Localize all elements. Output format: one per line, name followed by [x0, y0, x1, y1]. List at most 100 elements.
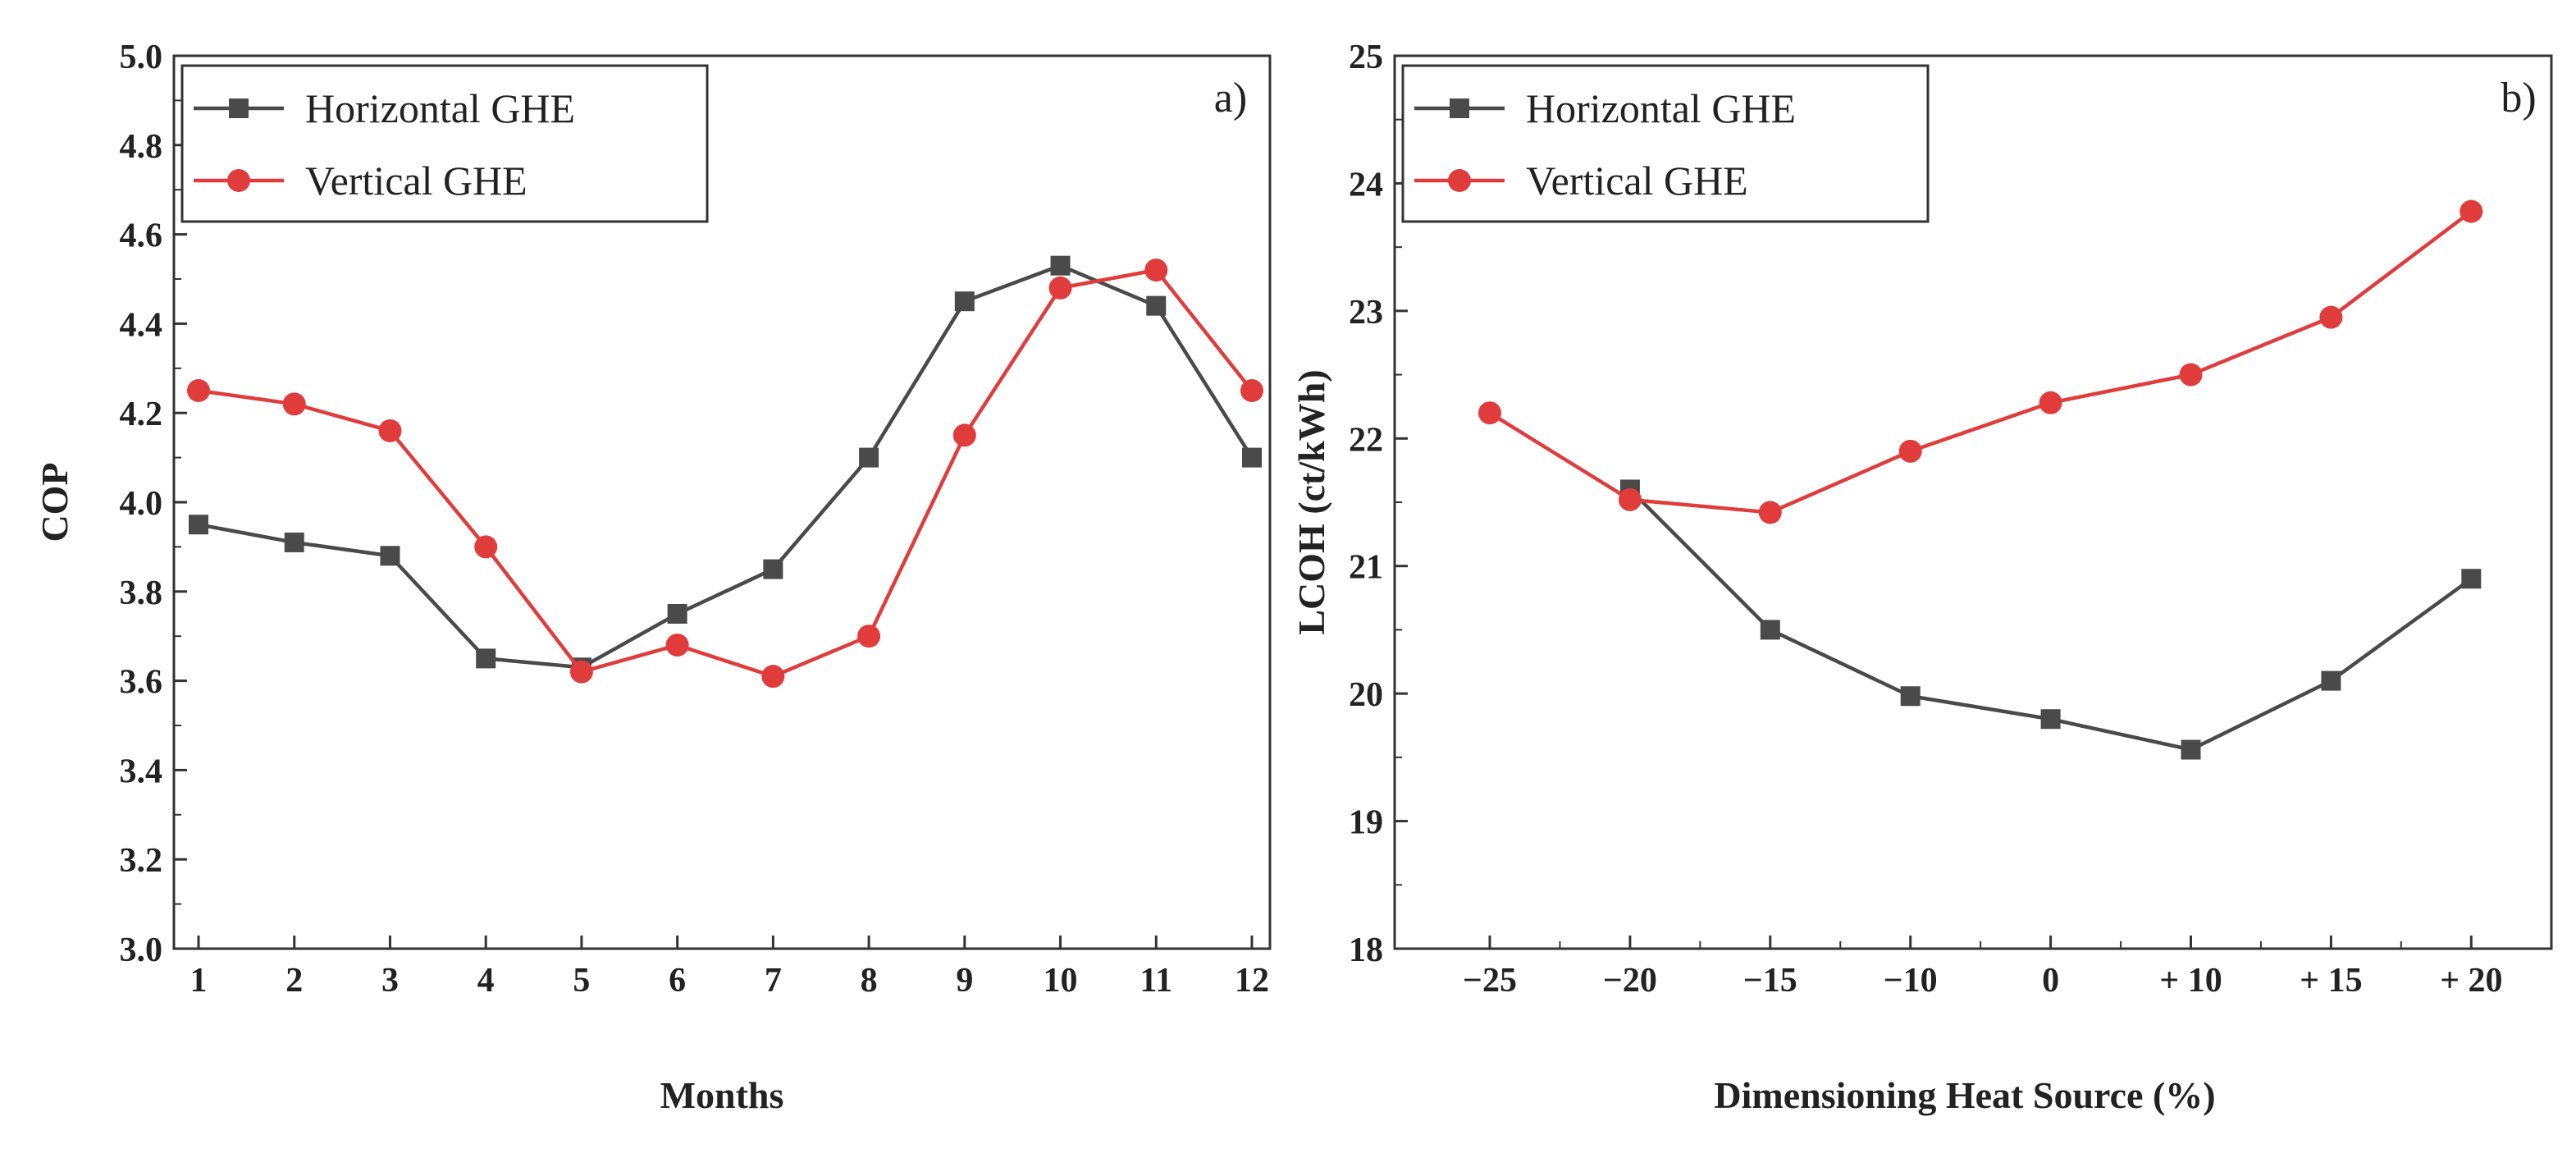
data-point-vertical	[952, 423, 976, 447]
data-point-vertical	[569, 660, 593, 684]
series-line-vertical	[1488, 209, 2473, 515]
panel-a: 3.03.23.43.63.84.04.24.44.64.85.01 2 3 4 5 6 7…	[34, 39, 1272, 1116]
x-tick-label: −20	[1603, 962, 1657, 1000]
y-tick-label: 3.6	[120, 664, 163, 702]
data-point-vertical	[2039, 391, 2062, 414]
x-tick-label: 11	[1140, 962, 1172, 1000]
y-tick-label: 22	[1349, 421, 1383, 459]
legend-box	[1401, 64, 1930, 223]
panel-label: b)	[2501, 75, 2536, 121]
legend-label: Vertical GHE	[305, 158, 528, 204]
data-point-horizontal	[476, 648, 496, 669]
x-axis-label: Dimensioning Heat Source (%)	[1714, 1074, 2215, 1116]
data-point-vertical	[187, 379, 210, 402]
y-tick-label: 5.0	[120, 39, 163, 76]
legend-marker-square	[1450, 98, 1469, 118]
legend: Horizontal GHE Vertical GHE	[1401, 64, 1930, 223]
legend-marker-square	[229, 98, 249, 118]
legend-label: Horizontal GHE	[305, 85, 575, 131]
data-point-vertical	[1758, 501, 1782, 524]
data-point-horizontal	[1900, 686, 1921, 707]
y-tick-label: 25	[1349, 39, 1383, 76]
x-tick-label: −15	[1743, 962, 1797, 1000]
data-point-vertical	[1898, 439, 1922, 463]
data-point-horizontal	[2461, 569, 2482, 589]
data-point-horizontal	[284, 532, 304, 552]
data-point-vertical	[1618, 487, 1642, 511]
x-tick-label: 9	[956, 962, 973, 1000]
data-point-vertical	[665, 634, 689, 657]
data-point-vertical	[474, 535, 498, 559]
x-tick-label: 12	[1235, 962, 1269, 1000]
y-tick-label: 23	[1349, 294, 1383, 332]
x-tick-label: 7	[765, 962, 782, 1000]
y-tick-label: 18	[1349, 931, 1383, 969]
legend: Horizontal GHE Vertical GHE	[180, 64, 709, 223]
y-axis-label: LCOH (ct/kWh)	[1290, 369, 1332, 634]
data-point-horizontal	[1242, 447, 1262, 468]
y-tick-label: 21	[1349, 549, 1383, 587]
y-tick-label: 19	[1349, 804, 1383, 842]
y-tick-label: 3.4	[120, 753, 163, 790]
data-point-horizontal	[1760, 620, 1780, 640]
data-point-vertical	[2179, 363, 2203, 387]
data-point-horizontal	[763, 559, 783, 579]
x-tick-label: 4	[477, 962, 495, 1000]
y-tick-label: 4.0	[120, 485, 163, 523]
data-point-horizontal	[189, 515, 208, 535]
data-point-vertical	[2460, 199, 2483, 223]
series-line-horizontal	[198, 263, 1254, 670]
legend-box	[180, 64, 709, 223]
y-tick-label: 3.2	[120, 842, 163, 880]
data-point-vertical	[1048, 276, 1072, 300]
legend-marker-circle	[227, 169, 250, 192]
x-tick-label: 5	[573, 962, 590, 1000]
data-point-horizontal	[667, 604, 687, 624]
y-tick-label: 4.6	[120, 217, 163, 255]
legend-marker-circle	[1448, 169, 1471, 192]
data-point-vertical	[378, 419, 402, 442]
x-tick-label: 2	[285, 962, 303, 1000]
y-tick-label: 4.2	[120, 396, 163, 433]
y-tick-label: 3.0	[120, 931, 163, 969]
x-tick-label: 3	[381, 962, 399, 1000]
y-axis-label: COP	[34, 462, 75, 542]
y-tick-label: 4.4	[120, 306, 163, 344]
y-tick-label: 3.8	[120, 574, 163, 612]
data-point-vertical	[282, 392, 306, 416]
legend-label: Horizontal GHE	[1526, 85, 1796, 131]
x-tick-label: + 20	[2440, 962, 2502, 1000]
x-tick-label: + 15	[2300, 962, 2362, 1000]
data-point-horizontal	[2181, 739, 2201, 760]
x-tick-label: 0	[2042, 962, 2059, 1000]
legend-label: Vertical GHE	[1526, 158, 1748, 204]
data-point-vertical	[1478, 401, 1501, 425]
x-tick-label: 1	[190, 962, 208, 1000]
data-point-vertical	[2319, 305, 2343, 329]
x-tick-label: 10	[1044, 962, 1078, 1000]
data-point-vertical	[761, 665, 785, 689]
x-tick-label: −10	[1884, 962, 1938, 1000]
x-tick-label: −25	[1463, 962, 1517, 1000]
series-line-vertical	[198, 268, 1254, 679]
data-point-vertical	[1240, 379, 1263, 402]
data-point-horizontal	[2040, 709, 2061, 730]
data-point-vertical	[857, 625, 881, 648]
panel-label: a)	[1214, 75, 1247, 121]
y-tick-label: 24	[1349, 166, 1383, 204]
panel-b: 18 19 20 21 22 23 24 25 −25 −20 −15 −10 0 + 10 + 15 + 2…	[1290, 39, 2553, 1116]
x-axis-label: Months	[660, 1074, 784, 1116]
data-point-horizontal	[859, 447, 879, 468]
y-tick-label: 20	[1349, 676, 1383, 714]
x-tick-label: 6	[669, 962, 686, 1000]
data-point-horizontal	[1146, 295, 1167, 316]
data-point-vertical	[1144, 259, 1168, 282]
x-tick-label: + 10	[2159, 962, 2222, 1000]
data-point-horizontal	[2321, 670, 2341, 691]
y-tick-label: 4.8	[120, 128, 163, 166]
data-point-horizontal	[380, 546, 400, 566]
x-tick-label: 8	[861, 962, 878, 1000]
data-point-horizontal	[1050, 255, 1071, 276]
